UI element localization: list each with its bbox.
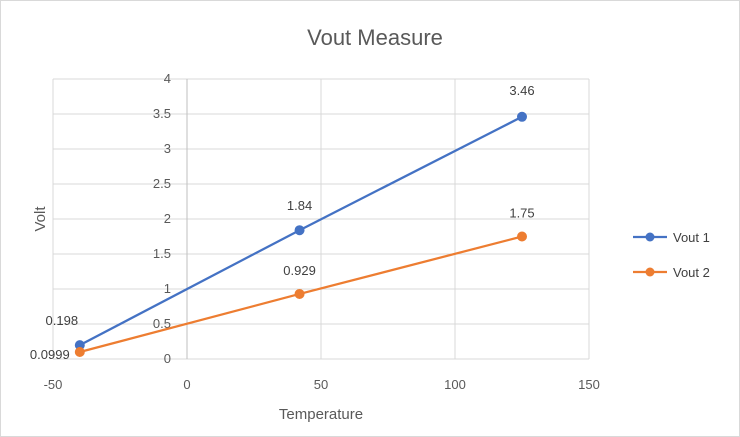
x-tick-label: 0 bbox=[183, 377, 190, 392]
data-label: 3.46 bbox=[509, 83, 534, 98]
y-tick-label: 2.5 bbox=[153, 176, 171, 191]
axes: 0 0.5 1 1.5 2 2.5 3 3.5 4 -50 0 50 100 150 bbox=[44, 71, 600, 392]
x-tick-label: 100 bbox=[444, 377, 466, 392]
chart-title: Vout Measure bbox=[307, 25, 443, 50]
data-point bbox=[517, 111, 527, 122]
y-tick-label: 2 bbox=[164, 211, 171, 226]
data-label: 1.84 bbox=[287, 198, 312, 213]
x-tick-label: 150 bbox=[578, 377, 600, 392]
y-tick-label: 0.5 bbox=[153, 316, 171, 331]
legend-marker bbox=[645, 267, 655, 277]
x-tick-label: 50 bbox=[314, 377, 328, 392]
data-point bbox=[294, 288, 305, 299]
legend-entry-label: Vout 1 bbox=[673, 230, 710, 245]
data-labels: 0.198 1.84 3.46 0.0999 0.929 1.75 bbox=[30, 83, 535, 362]
data-point bbox=[74, 347, 85, 358]
legend-entry-label: Vout 2 bbox=[673, 265, 710, 280]
y-axis-title: Volt bbox=[32, 206, 49, 232]
y-tick-label: 3 bbox=[164, 141, 171, 156]
data-label: 0.198 bbox=[46, 313, 79, 328]
legend-marker bbox=[645, 232, 655, 242]
data-point bbox=[517, 231, 527, 242]
y-tick-label: 3.5 bbox=[153, 106, 171, 121]
data-label: 0.929 bbox=[283, 263, 316, 278]
y-tick-label: 1.5 bbox=[153, 246, 171, 261]
legend: Vout 1 Vout 2 bbox=[633, 230, 710, 280]
data-label: 1.75 bbox=[509, 206, 534, 221]
data-label: 0.0999 bbox=[30, 347, 70, 362]
x-axis-title: Temperature bbox=[279, 406, 363, 423]
plot-area-series bbox=[74, 111, 527, 358]
y-tick-label: 1 bbox=[164, 281, 171, 296]
x-tick-label: -50 bbox=[44, 377, 63, 392]
y-tick-label: 4 bbox=[164, 71, 171, 86]
y-tick-label: 0 bbox=[164, 351, 171, 366]
data-point bbox=[294, 225, 305, 236]
